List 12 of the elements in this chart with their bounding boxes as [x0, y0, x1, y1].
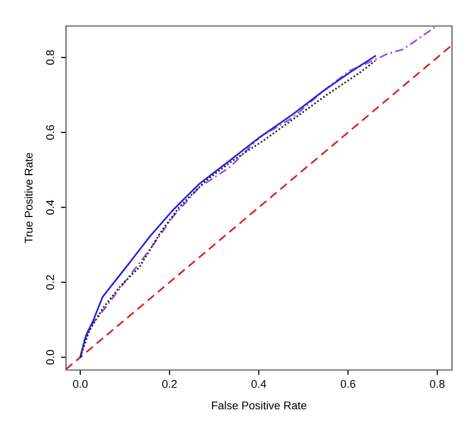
y-tick-label: 0.2: [46, 275, 54, 290]
y-axis-title: True Positive Rate: [24, 153, 33, 244]
x-tick-label: 0.2: [162, 380, 177, 388]
x-tick-label: 0.4: [251, 380, 266, 388]
x-tick-label: 0.0: [72, 380, 88, 388]
y-tick-label: 0.4: [46, 200, 54, 215]
y-tick-label: 0.6: [46, 125, 54, 140]
y-tick-label: 0.0: [46, 350, 54, 365]
y-tick-label: 0.8: [46, 50, 54, 65]
x-axis-title: False Positive Rate: [212, 401, 306, 410]
x-tick-label: 0.8: [430, 380, 445, 388]
x-tick-label: 0.6: [340, 380, 356, 388]
